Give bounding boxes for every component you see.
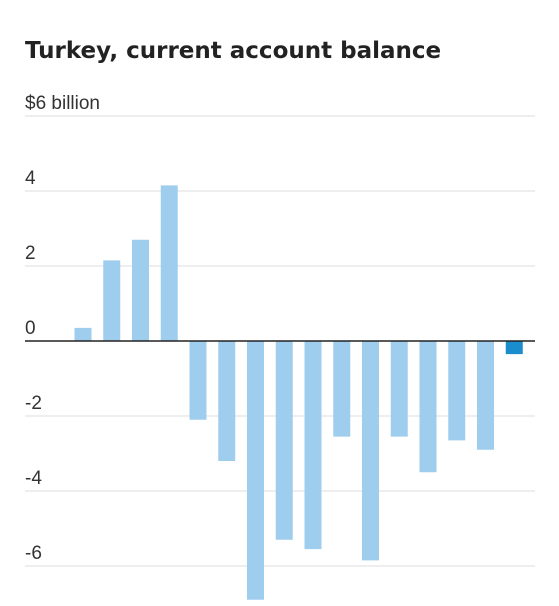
y-tick-label: 0 <box>25 318 36 339</box>
bar <box>247 341 264 600</box>
bar <box>103 260 121 341</box>
bars <box>74 185 523 600</box>
bar <box>448 341 466 441</box>
bar <box>160 185 178 341</box>
bar <box>189 341 207 420</box>
bar <box>419 341 437 473</box>
y-tick-label: $6 billion <box>25 93 100 114</box>
y-axis-tick-labels: $6 billion 4 2 0 -2 -4 -6 <box>25 93 100 564</box>
bar <box>362 341 379 561</box>
y-tick-label: -4 <box>25 468 42 489</box>
y-tick-label: 2 <box>25 243 36 264</box>
bar <box>74 327 92 341</box>
bar <box>390 341 408 437</box>
chart-title: Turkey, current account balance <box>25 38 442 64</box>
y-tick-label: 4 <box>25 168 36 189</box>
bar <box>304 341 322 550</box>
y-tick-label: -6 <box>25 543 42 564</box>
bar <box>275 341 293 540</box>
bar-highlighted <box>505 341 523 355</box>
bar <box>333 341 351 437</box>
bar <box>477 341 494 450</box>
bar <box>218 341 236 461</box>
y-tick-label: -2 <box>25 393 42 414</box>
bar <box>132 239 149 341</box>
